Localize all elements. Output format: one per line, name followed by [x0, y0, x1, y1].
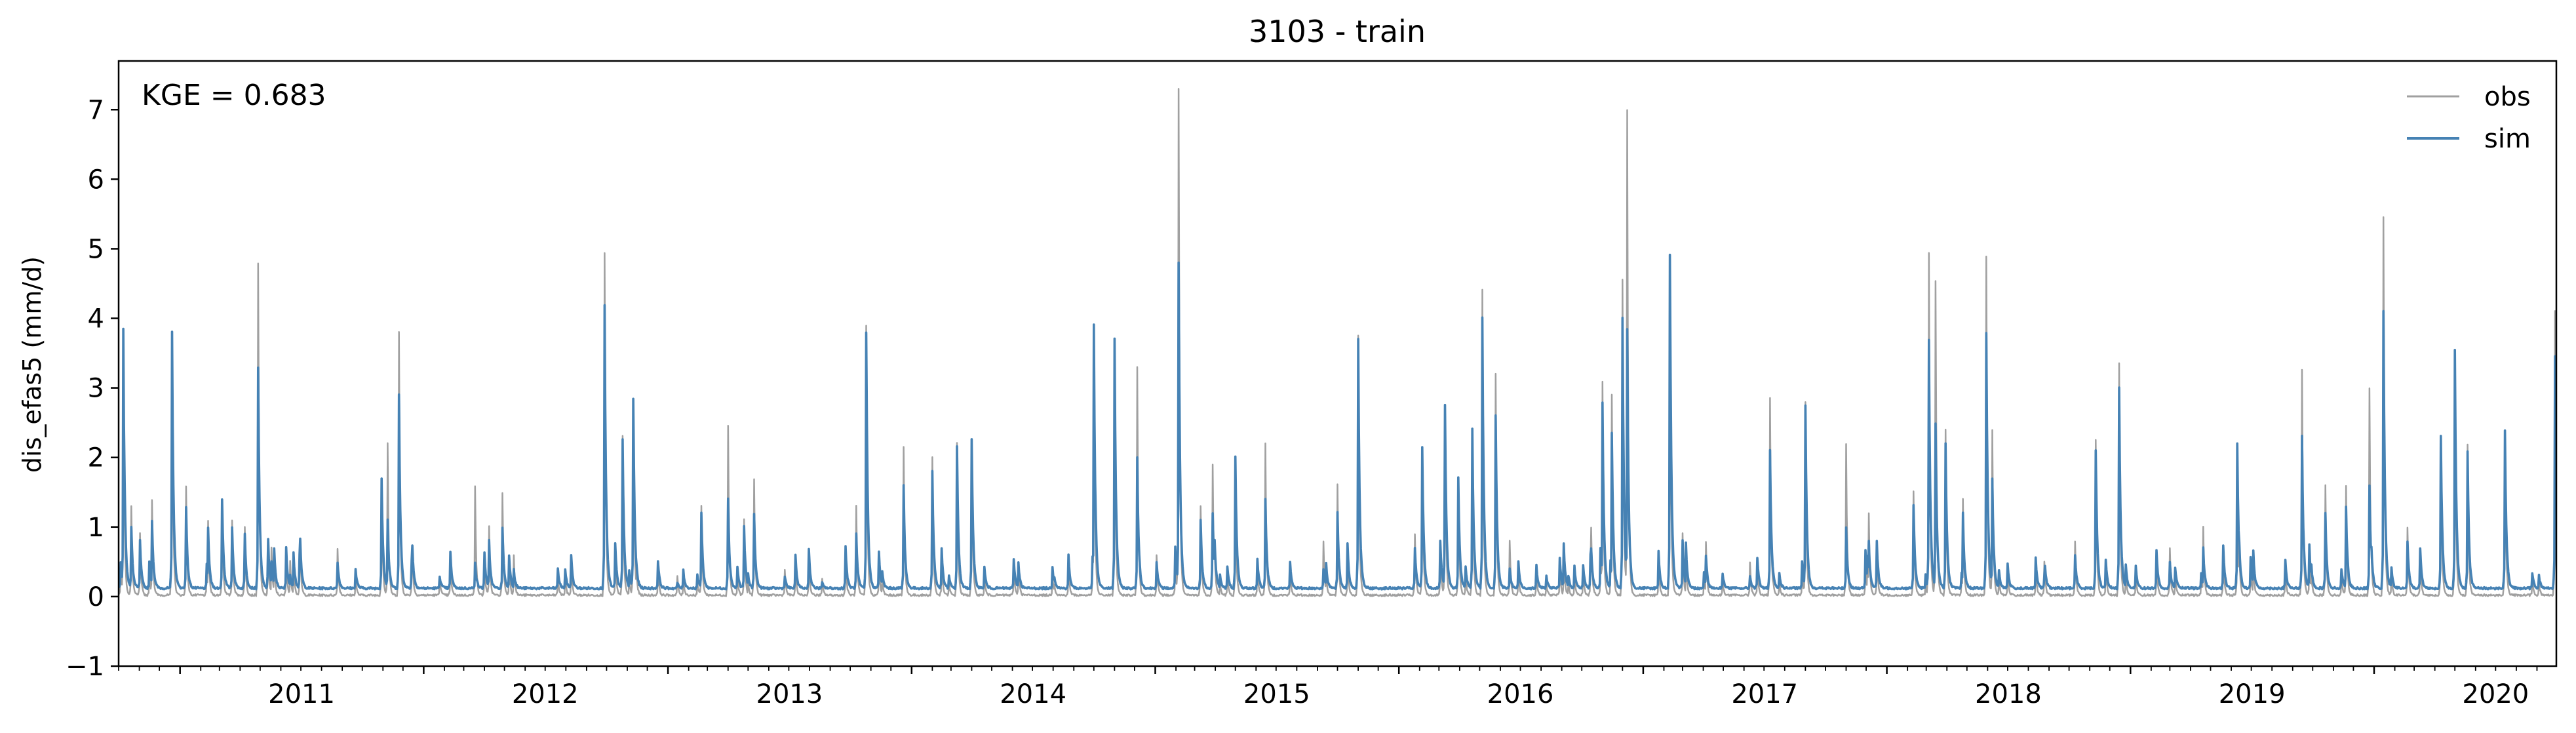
x-tick-label: 2016 — [1487, 679, 1554, 709]
x-axis: 2011 2012 2013 2014 2015 2016 2017 2018 2019 2020 — [118, 666, 2538, 709]
x-tick-label: 2012 — [512, 679, 579, 709]
plot-area — [119, 88, 2556, 597]
y-tick-label: 6 — [88, 165, 104, 195]
series-line-obs — [119, 88, 2556, 597]
y-tick-label: 1 — [88, 513, 104, 543]
y-tick-label: 5 — [88, 234, 104, 264]
y-tick-label: 3 — [88, 374, 104, 404]
x-tick-label: 2015 — [1243, 679, 1310, 709]
kge-annotation: KGE = 0.683 — [142, 79, 326, 112]
x-tick-label: 2014 — [1000, 679, 1066, 709]
y-axis-label: dis_efas5 (mm/d) — [18, 256, 47, 473]
x-tick-label: 2011 — [268, 679, 335, 709]
y-tick-label: 4 — [88, 304, 104, 334]
x-tick-label: 2017 — [1731, 679, 1798, 709]
x-tick-label: 2013 — [756, 679, 823, 709]
x-tick-label: 2018 — [1975, 679, 2042, 709]
y-tick-label: 2 — [88, 443, 104, 473]
y-tick-label: 7 — [88, 95, 104, 125]
x-tick-label: 2020 — [2462, 679, 2529, 709]
legend-label-obs: obs — [2484, 82, 2531, 112]
plot-frame — [117, 60, 2558, 667]
y-tick-label: −1 — [66, 652, 104, 682]
y-axis: −1 0 1 2 3 4 5 6 7 — [66, 95, 119, 682]
y-tick-label: 0 — [88, 582, 104, 612]
legend: obs sim — [2407, 82, 2531, 154]
x-tick-label: 2019 — [2219, 679, 2286, 709]
series-line-sim — [119, 253, 2556, 591]
legend-label-sim: sim — [2484, 124, 2531, 154]
chart-title: 3103 - train — [1249, 14, 1426, 49]
